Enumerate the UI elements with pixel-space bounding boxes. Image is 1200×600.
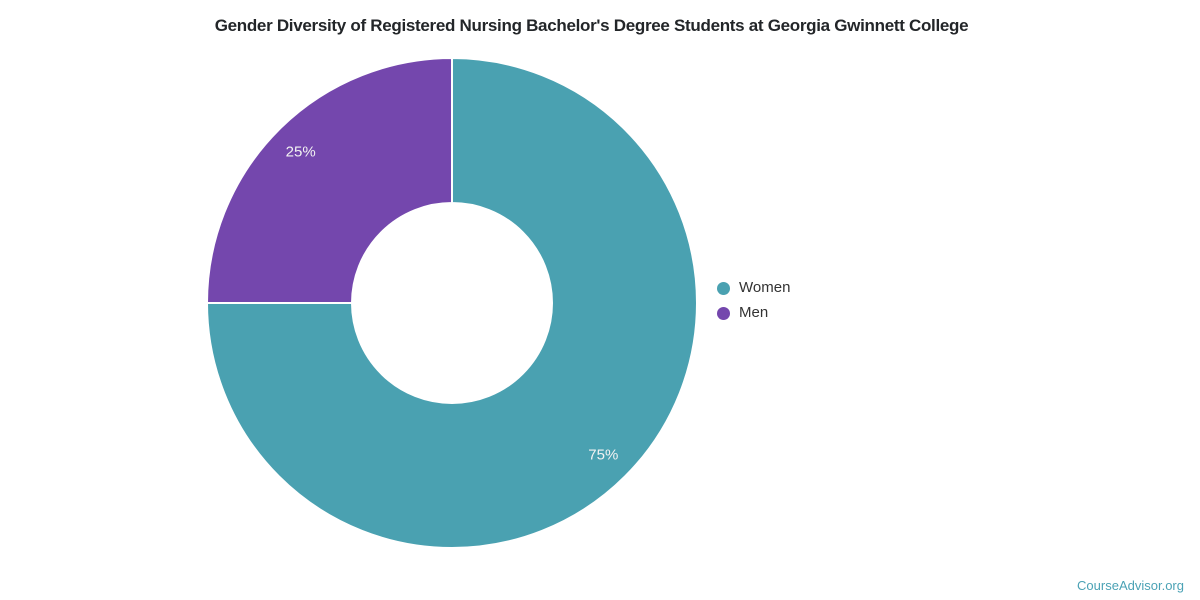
- pie-slice-men: [206, 57, 453, 304]
- chart-title: Gender Diversity of Registered Nursing B…: [214, 16, 969, 35]
- legend-marker-icon: [717, 281, 730, 295]
- slice-label-women: 75%: [588, 446, 618, 463]
- slice-label-men: 25%: [286, 144, 316, 161]
- pie-slice-women: [206, 57, 698, 549]
- legend-item-women: Women: [717, 279, 790, 297]
- legend-item-men: Men: [717, 304, 790, 322]
- legend-label: Women: [739, 279, 791, 296]
- legend-label: Men: [739, 304, 769, 321]
- courseadvisor-link[interactable]: CourseAdvisor.org: [1077, 578, 1184, 593]
- legend-marker-icon: [717, 306, 730, 320]
- legend: Women Men: [717, 279, 790, 322]
